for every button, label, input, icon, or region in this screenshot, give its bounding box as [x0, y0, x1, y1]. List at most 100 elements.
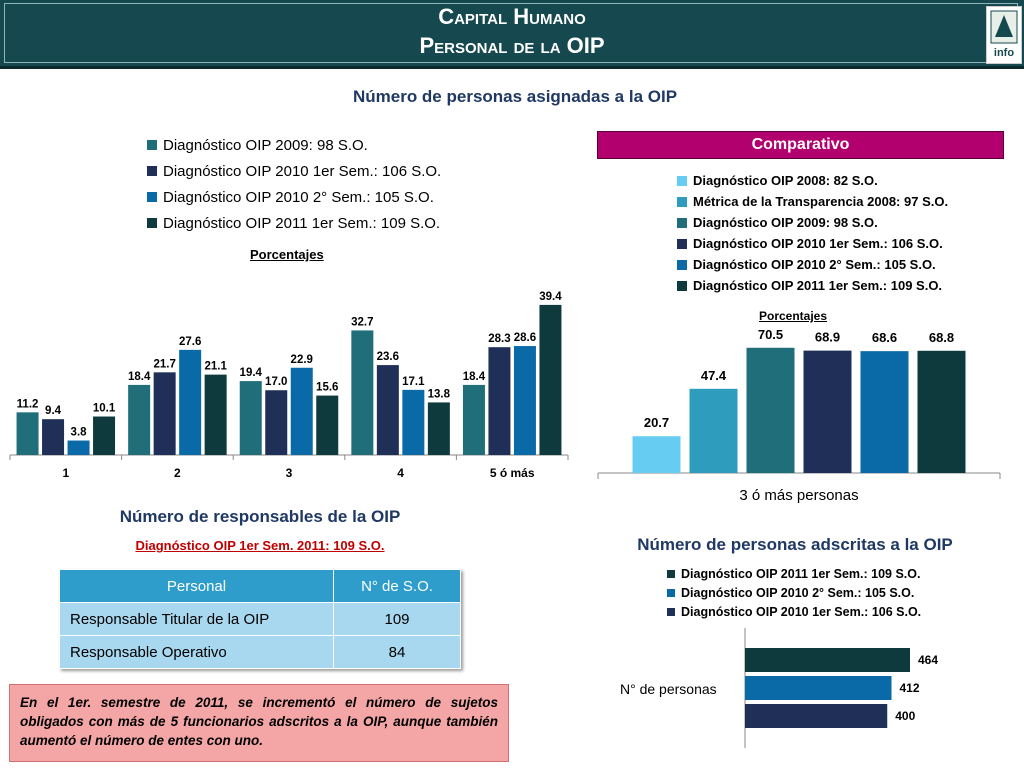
x-tick-label: 4 — [397, 466, 404, 480]
data-label: 21.7 — [153, 358, 175, 370]
data-label: 68.6 — [872, 330, 897, 345]
data-label: 70.5 — [758, 327, 783, 342]
data-label: 20.7 — [644, 415, 669, 430]
bar — [803, 350, 852, 473]
legend-item: Diagnóstico OIP 2011 1er Sem.: 109 S.O. — [677, 275, 948, 296]
table-header-count: N° de S.O. — [333, 569, 461, 603]
data-label: 400 — [895, 709, 915, 723]
data-label: 11.2 — [17, 398, 39, 410]
legend-item: Diagnóstico OIP 2010 1er Sem.: 106 S.O. — [147, 158, 441, 184]
data-label: 19.4 — [240, 367, 263, 379]
data-label: 13.8 — [428, 388, 451, 400]
bar — [265, 390, 288, 455]
data-label: 21.1 — [204, 361, 227, 373]
bar — [917, 350, 966, 473]
table-row: Responsable Operativo 84 — [59, 635, 461, 669]
bar — [539, 304, 562, 455]
table-header-row: Personal N° de S.O. — [59, 569, 461, 603]
comparativo-bar-chart: 20.7 47.4 70.5 68.9 68.6 68.8 3 ó más personas — [597, 327, 1001, 504]
legend-label: Diagnóstico OIP 2010 2° Sem.: 105 S.O. — [693, 257, 936, 272]
legend-item: Diagnóstico OIP 2011 1er Sem.: 109 S.O. — [147, 210, 441, 236]
legend-item: Diagnóstico OIP 2010 1er Sem.: 106 S.O. — [667, 602, 921, 621]
legend-label: Diagnóstico OIP 2011 1er Sem.: 109 S.O. — [681, 566, 921, 581]
bar — [16, 412, 39, 455]
comparativo-subtitle: Porcentajes — [759, 309, 828, 323]
legend-label: Diagnóstico OIP 2010 2° Sem.: 105 S.O. — [163, 188, 434, 206]
x-tick-label: 1 — [62, 466, 69, 480]
legend-label: Diagnóstico OIP 2009: 98 S.O. — [693, 215, 878, 230]
legend-item: Diagnóstico OIP 2009: 98 S.O. — [147, 132, 441, 158]
legend-swatch — [147, 140, 157, 150]
comparativo-legend: Diagnóstico OIP 2008: 82 S.O. Métrica de… — [677, 170, 948, 296]
legend-item: Diagnóstico OIP 2011 1er Sem.: 109 S.O. — [667, 564, 921, 583]
table-header-personal: Personal — [59, 569, 334, 603]
legend-label: Diagnóstico OIP 2009: 98 S.O. — [163, 136, 368, 154]
data-label: 464 — [918, 653, 938, 667]
legend-swatch — [677, 196, 687, 207]
legend-item: Diagnóstico OIP 2010 2° Sem.: 105 S.O. — [677, 254, 948, 275]
bar — [204, 374, 227, 455]
data-label: 28.6 — [514, 332, 536, 344]
bar — [462, 384, 485, 455]
bar — [351, 330, 374, 455]
data-label: 412 — [900, 681, 920, 695]
adscritas-title: Número de personas adscritas a la OIP — [637, 535, 953, 554]
legend-item: Diagnóstico OIP 2008: 82 S.O. — [677, 170, 948, 191]
data-label: 32.7 — [351, 316, 373, 328]
bar — [402, 389, 425, 455]
table-cell-value: 109 — [333, 602, 461, 636]
legend-swatch — [147, 192, 157, 202]
data-label: 23.6 — [377, 351, 399, 363]
legend-label: Diagnóstico OIP 2010 1er Sem.: 106 S.O. — [681, 604, 922, 619]
data-label: 15.6 — [316, 382, 338, 394]
data-label: 68.9 — [815, 330, 840, 345]
legend-swatch — [667, 569, 675, 578]
bar — [67, 440, 90, 455]
legend-item: Diagnóstico OIP 2009: 98 S.O. — [677, 212, 948, 233]
responsables-subtitle: Diagnóstico OIP 1er Sem. 2011: 109 S.O. — [135, 538, 385, 553]
legend-swatch — [147, 218, 157, 228]
table-cell-label: Responsable Operativo — [59, 635, 334, 669]
comparativo-header: Comparativo — [597, 131, 1004, 159]
legend-swatch — [677, 259, 687, 270]
page-title: Capital Humano — [438, 4, 586, 29]
table-row: Responsable Titular de la OIP 109 — [59, 602, 461, 636]
legend-swatch — [677, 175, 687, 186]
legend-label: Diagnóstico OIP 2011 1er Sem.: 109 S.O. — [163, 214, 441, 232]
bar — [689, 388, 738, 473]
legend-label: Diagnóstico OIP 2008: 82 S.O. — [693, 173, 878, 188]
legend-label: Diagnóstico OIP 2011 1er Sem.: 109 S.O. — [693, 278, 943, 293]
bar — [128, 384, 151, 455]
bar — [290, 367, 313, 455]
bar — [745, 676, 892, 700]
header-bar — [0, 0, 1024, 69]
data-label: 17.1 — [402, 376, 425, 388]
bar — [42, 419, 65, 455]
left-chart-title: Número de personas asignadas a la OIP — [352, 87, 678, 106]
legend-item: Métrica de la Transparencia 2008: 97 S.O… — [677, 191, 948, 212]
legend-item: Diagnóstico OIP 2010 1er Sem.: 106 S.O. — [677, 233, 948, 254]
logo-text: info — [993, 47, 1015, 59]
legend-item: Diagnóstico OIP 2010 2° Sem.: 105 S.O. — [147, 184, 441, 210]
legend-label: Diagnóstico OIP 2010 1er Sem.: 106 S.O. — [693, 236, 943, 251]
legend-swatch — [677, 280, 687, 291]
data-label: 28.3 — [488, 333, 510, 345]
data-label: 9.4 — [45, 405, 62, 417]
data-label: 10.1 — [93, 403, 116, 415]
data-label: 47.4 — [701, 368, 727, 383]
data-label: 18.4 — [463, 371, 486, 383]
legend-swatch — [677, 238, 687, 249]
left-chart-subtitle: Porcentajes — [250, 247, 324, 262]
page-subtitle: Personal de la OIP — [419, 33, 605, 58]
table-cell-value: 84 — [333, 635, 461, 669]
data-label: 27.6 — [179, 336, 201, 348]
legend-swatch — [147, 166, 157, 176]
table-cell-label: Responsable Titular de la OIP — [59, 602, 334, 636]
logo-icon — [990, 10, 1018, 44]
legend-label: Diagnóstico OIP 2010 2° Sem.: 105 S.O. — [681, 585, 915, 600]
legend-swatch — [667, 588, 675, 597]
data-label: 3.8 — [71, 427, 88, 439]
bar — [153, 372, 176, 455]
responsables-title: Número de responsables de la OIP — [119, 507, 401, 526]
left-bar-chart: 11.29.43.810.1118.421.727.621.1219.417.0… — [9, 291, 569, 480]
